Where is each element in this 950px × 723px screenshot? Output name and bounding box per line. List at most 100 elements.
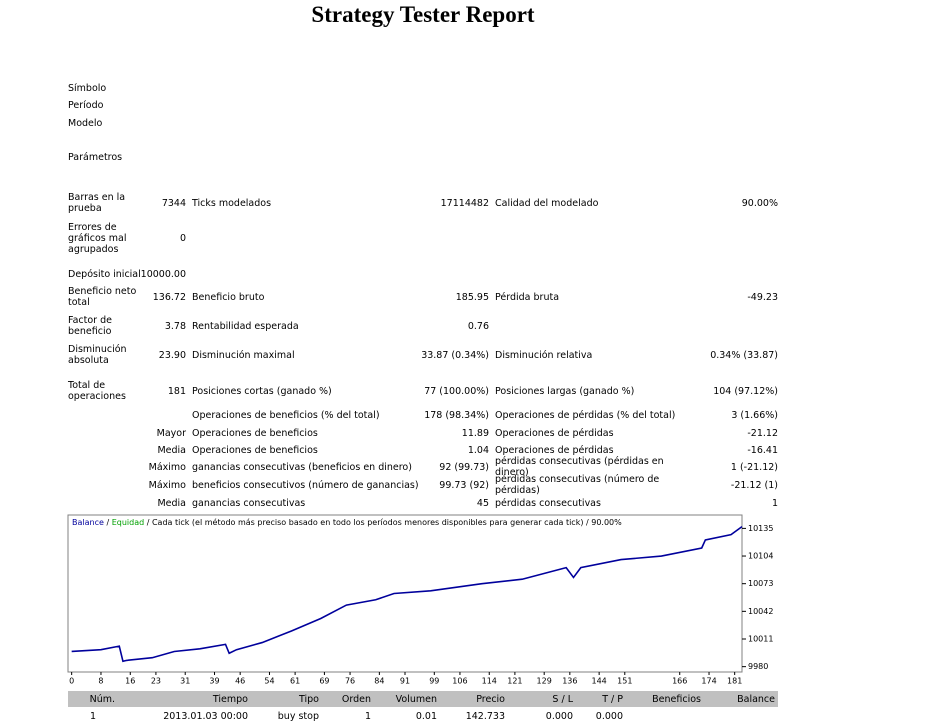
stat-value: -16.41 — [747, 444, 778, 456]
table-header: T / P — [602, 693, 623, 705]
stat-value: 11.89 — [461, 427, 489, 439]
stat-label: Operaciones de beneficios (% del total) — [192, 409, 380, 421]
stat-value: -49.23 — [747, 291, 778, 303]
stat-label: Barras en la prueba — [68, 192, 126, 214]
stat-label: pérdidas consecutivas (número de pérdida… — [495, 474, 660, 496]
info-label: Símbolo — [68, 83, 107, 94]
plot-frame — [67, 514, 743, 673]
stat-value: 99.73 (92) — [439, 479, 489, 491]
table-header: Tipo — [299, 693, 319, 705]
stat-label: ganancias consecutivas (beneficios en di… — [192, 461, 412, 473]
x-tick-label: 39 — [209, 677, 219, 686]
x-tick-label: 0 — [69, 677, 74, 686]
x-tick-label: 61 — [290, 677, 300, 686]
stat-value: 23.90 — [158, 349, 186, 361]
table-header: Núm. — [89, 693, 115, 705]
table-header: Balance — [737, 693, 775, 705]
stat-label: Disminución maximal — [192, 349, 295, 361]
x-tick-label: 129 — [537, 677, 552, 686]
table-header: Precio — [476, 693, 505, 705]
stat-label: Operaciones de pérdidas — [495, 427, 614, 439]
stat-value: 92 (99.73) — [439, 461, 489, 473]
y-tick-label: 9980 — [748, 662, 768, 671]
x-tick-label: 136 — [562, 677, 577, 686]
x-tick-label: 166 — [672, 677, 687, 686]
stat-value: 1 (-21.12) — [730, 461, 778, 473]
stat-value: -21.12 — [747, 427, 778, 439]
stat-label: Operaciones de beneficios — [192, 444, 318, 456]
report-title: Strategy Tester Report — [311, 2, 535, 27]
table-cell: 1 — [89, 710, 97, 722]
stat-value: Media — [157, 444, 186, 456]
x-tick-label: 121 — [507, 677, 522, 686]
x-tick-label: 84 — [374, 677, 384, 686]
x-tick-label: 16 — [125, 677, 135, 686]
stat-label: Disminución relativa — [495, 349, 593, 361]
table-cell: 0.000 — [595, 710, 623, 722]
stat-label: Ticks modelados — [192, 197, 272, 209]
stat-value: 33.87 (0.34%) — [421, 349, 489, 361]
legend-separator: / — [106, 518, 109, 527]
stat-label: Calidad del modelado — [495, 197, 599, 209]
stat-value: 10000.00 — [140, 268, 186, 280]
stat-value: 181 — [167, 385, 186, 397]
stat-label: beneficios consecutivos (número de ganan… — [192, 479, 419, 491]
stat-value: 1.04 — [467, 444, 489, 456]
legend-equity: Equidad — [112, 518, 144, 527]
y-tick-label: 10135 — [748, 524, 773, 533]
stat-value: Mayor — [156, 427, 186, 439]
stat-value: 3 (1.66%) — [731, 409, 778, 421]
stat-label: pérdidas consecutivas (pérdidas en diner… — [495, 456, 664, 478]
x-tick-label: 106 — [452, 677, 467, 686]
x-tick-label: 31 — [180, 677, 190, 686]
stat-label: Operaciones de pérdidas (% del total) — [495, 409, 676, 421]
stat-label: Factor de beneficio — [68, 315, 112, 337]
x-tick-label: 46 — [235, 677, 245, 686]
table-cell: 1 — [364, 710, 371, 722]
table-header: S / L — [552, 693, 573, 705]
stat-value: 7344 — [161, 197, 186, 209]
table-header: Orden — [341, 693, 371, 705]
x-tick-label: 76 — [345, 677, 355, 686]
x-tick-label: 8 — [98, 677, 103, 686]
legend-balance: Balance — [72, 518, 104, 527]
y-tick-label: 10042 — [748, 607, 773, 616]
info-label: Período — [68, 100, 104, 111]
info-label: Modelo — [68, 118, 103, 129]
table-header: Beneficios — [652, 693, 701, 705]
stat-value: -21.12 (1) — [730, 479, 778, 491]
x-tick-label: 23 — [151, 677, 161, 686]
y-tick-label: 10104 — [748, 552, 773, 561]
x-tick-label: 69 — [319, 677, 329, 686]
stat-label: Rentabilidad esperada — [192, 320, 299, 332]
y-tick-label: 10011 — [748, 634, 773, 643]
stat-label: Pérdida bruta — [495, 291, 560, 303]
stat-value: 185.95 — [455, 291, 489, 303]
stat-label: Disminución absoluta — [68, 344, 127, 366]
table-cell: 0.01 — [415, 710, 437, 722]
stat-label: Total de operaciones — [68, 380, 126, 402]
table-header: Tiempo — [212, 693, 248, 705]
stat-label: Posiciones cortas (ganado %) — [192, 385, 332, 397]
x-tick-label: 151 — [617, 677, 632, 686]
stat-label: Beneficio bruto — [192, 291, 265, 303]
table-cell: 0.000 — [545, 710, 573, 722]
x-tick-label: 174 — [701, 677, 716, 686]
table-header: Volumen — [395, 693, 437, 705]
x-tick-label: 144 — [592, 677, 607, 686]
x-tick-label: 91 — [400, 677, 410, 686]
stat-label: ganancias consecutivas — [192, 497, 306, 509]
table-cell: 2013.01.03 00:00 — [163, 710, 248, 722]
stat-value: 3.78 — [164, 320, 186, 332]
x-tick-label: 114 — [482, 677, 497, 686]
x-tick-label: 54 — [264, 677, 274, 686]
stat-label: Depósito inicial — [68, 268, 141, 280]
table-cell: buy stop — [277, 710, 319, 722]
stat-value: Media — [157, 497, 186, 509]
stat-value: 1 — [771, 497, 778, 509]
stat-label: Operaciones de pérdidas — [495, 444, 614, 456]
table-cell: 142.733 — [465, 710, 505, 722]
balance-line — [71, 525, 743, 663]
y-tick-label: 10073 — [748, 579, 773, 588]
